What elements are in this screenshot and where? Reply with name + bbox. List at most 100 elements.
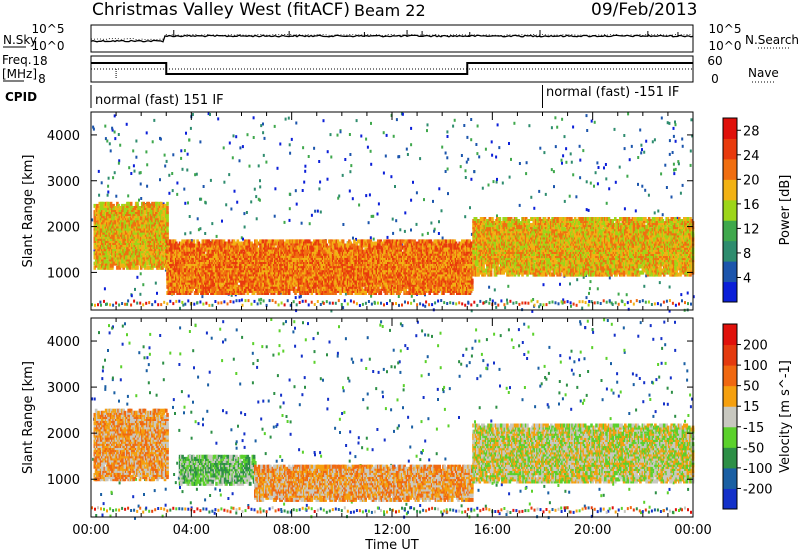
power-echo-cell xyxy=(183,286,187,291)
power-scatter-cell xyxy=(532,298,535,301)
power-scatter-cell xyxy=(507,284,510,288)
power-echo-cell xyxy=(267,247,271,252)
power-echo-cell xyxy=(180,251,183,256)
power-scatter-cell xyxy=(464,169,467,173)
power-scatter-cell xyxy=(103,287,106,291)
power-echo-cell xyxy=(211,286,214,291)
power-echo-cell xyxy=(239,278,242,283)
power-scatter-cell xyxy=(498,146,501,150)
power-scatter-cell xyxy=(576,278,579,282)
power-echo-cell xyxy=(235,291,238,295)
power-echo-cell xyxy=(143,214,147,219)
power-echo-cell xyxy=(112,214,115,219)
power-scatter-cell xyxy=(578,144,581,148)
noise-search-trace xyxy=(90,33,692,41)
power-scatter-cell xyxy=(257,197,260,201)
power-echo-cell xyxy=(265,278,268,283)
power-scatter-cell xyxy=(344,158,347,161)
power-echo-cell xyxy=(116,201,119,206)
power-scatter-cell xyxy=(351,197,354,201)
power-echo-cell xyxy=(116,247,119,252)
power-scatter-cell xyxy=(211,222,214,226)
power-echo-cell xyxy=(251,286,255,291)
power-scatter-cell xyxy=(664,163,667,167)
power-scatter-cell xyxy=(478,155,481,159)
power-echo-cell xyxy=(124,214,128,219)
power-echo-cell xyxy=(160,220,163,225)
power-echo-cell xyxy=(216,286,219,291)
power-scatter-cell xyxy=(415,191,418,195)
power-echo-cell xyxy=(271,239,275,244)
power-scatter-cell xyxy=(245,211,248,214)
power-scatter-cell xyxy=(187,201,189,205)
power-scatter-cell xyxy=(139,182,142,186)
power-echo-cell xyxy=(158,203,162,208)
power-scatter-cell xyxy=(395,118,398,122)
power-scatter-cell xyxy=(476,152,479,156)
power-scatter-cell xyxy=(530,195,533,199)
power-scatter-cell xyxy=(539,146,542,150)
power-scatter-cell xyxy=(139,272,142,276)
power-scatter-cell xyxy=(339,130,342,134)
power-echo-cell xyxy=(212,262,216,267)
power-echo-cell xyxy=(256,286,260,291)
power-scatter-cell xyxy=(372,214,375,218)
power-echo-cell xyxy=(94,220,98,225)
power-scatter-cell xyxy=(618,165,621,169)
power-echo-cell xyxy=(166,228,169,233)
radar-title: Christmas Valley West (fitACF) xyxy=(92,0,350,20)
power-scatter-cell xyxy=(217,117,220,121)
power-echo-cell xyxy=(166,214,169,219)
power-echo-cell xyxy=(272,291,276,295)
power-echo-cell xyxy=(270,262,273,267)
power-echo-cell xyxy=(267,274,271,279)
power-echo-cell xyxy=(192,253,196,258)
power-echo-cell xyxy=(319,239,322,244)
power-echo-cell xyxy=(139,230,143,235)
power-scatter-cell xyxy=(430,221,433,225)
power-scatter-cell xyxy=(582,275,585,279)
power-echo-cell xyxy=(260,247,263,252)
power-scatter-cell xyxy=(382,131,385,135)
power-scatter-cell xyxy=(134,287,136,291)
power-scatter-cell xyxy=(681,183,684,187)
power-echo-cell xyxy=(131,265,134,270)
power-scatter-cell xyxy=(493,288,496,292)
power-echo-cell xyxy=(123,259,127,264)
power-echo-cell xyxy=(221,243,224,248)
power-scatter-cell xyxy=(660,116,663,120)
power-echo-cell xyxy=(260,262,263,267)
power-echo-cell xyxy=(274,278,277,283)
power-echo-cell xyxy=(121,220,124,225)
power-echo-cell xyxy=(133,263,137,268)
power-echo-cell xyxy=(166,201,169,206)
power-echo-cell xyxy=(206,245,209,250)
power-scatter-cell xyxy=(518,162,521,165)
power-echo-cell xyxy=(320,278,324,283)
power-echo-cell xyxy=(287,241,291,246)
power-scatter-cell xyxy=(308,222,311,226)
power-scatter-cell xyxy=(329,133,332,137)
power-echo-cell xyxy=(121,226,124,231)
power-echo-cell xyxy=(314,251,317,256)
power-echo-cell xyxy=(123,247,127,252)
power-echo-cell xyxy=(212,239,216,244)
power-echo-cell xyxy=(121,232,124,237)
power-scatter-cell xyxy=(604,163,607,166)
power-scatter-cell xyxy=(159,178,161,182)
power-scatter-cell xyxy=(426,129,428,133)
power-echo-cell xyxy=(132,247,135,252)
power-scatter-cell xyxy=(318,160,321,163)
power-scatter-cell xyxy=(403,229,406,233)
power-scatter-cell xyxy=(172,153,175,157)
power-scatter-cell xyxy=(243,212,246,216)
power-scatter-cell xyxy=(410,126,413,130)
power-scatter-cell xyxy=(585,180,588,184)
power-echo-cell xyxy=(196,245,199,250)
power-scatter-cell xyxy=(176,181,179,185)
power-scatter-cell xyxy=(153,118,156,122)
power-scatter-cell xyxy=(290,137,293,141)
power-scatter-cell xyxy=(126,302,129,306)
power-scatter-cell xyxy=(405,147,408,151)
power-scatter-cell xyxy=(568,194,571,198)
